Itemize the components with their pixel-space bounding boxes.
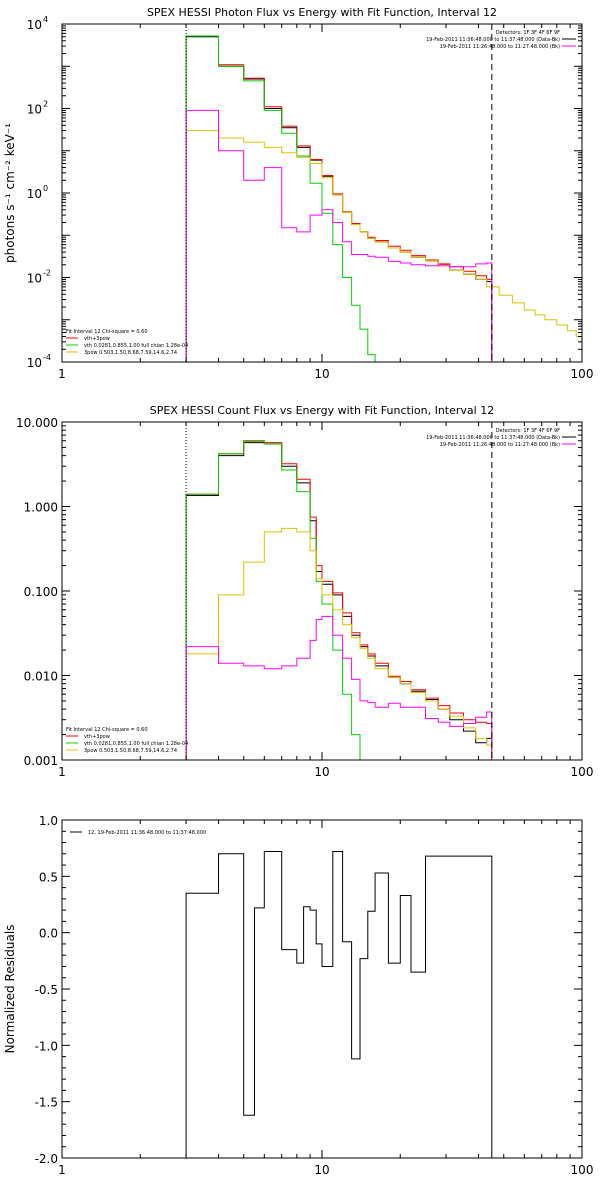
y-tick-label: 0.100 xyxy=(24,585,58,599)
series-line-5 xyxy=(185,615,493,760)
y-axis-label: photons s⁻¹ cm⁻² keV⁻¹ xyxy=(3,123,17,263)
x-tick-label: 1 xyxy=(58,765,66,779)
series-line-1 xyxy=(185,851,493,1158)
legend-entry: 3pow 0.503,1.50,8.68,7.59,14.6,2.74 xyxy=(84,748,177,754)
legend-entry: 19-Feb-2011 11:36:48.000 to 11:37:48.000… xyxy=(426,435,560,441)
x-tick-label: 100 xyxy=(571,367,594,381)
y-tick-exponent: 0 xyxy=(43,184,48,193)
series-line-3 xyxy=(185,35,376,362)
y-tick-label: -0.5 xyxy=(35,983,58,997)
legend-entry: 19-Feb-2011 11:26:48.000 to 11:27:48.000… xyxy=(440,442,560,448)
x-tick-label: 1 xyxy=(58,1163,66,1177)
legend-entry: vth 0.0281,0.855,1.00 full chian 1.28e-0… xyxy=(84,741,188,747)
series-line-2 xyxy=(185,440,493,760)
x-tick-label: 100 xyxy=(571,1163,594,1177)
y-tick-exponent: -2 xyxy=(43,269,51,278)
y-tick-label: 1.000 xyxy=(24,501,58,515)
y-tick-label: 10 xyxy=(27,187,42,201)
chart-title: SPEX HESSI Count Flux vs Energy with Fit… xyxy=(150,404,494,417)
series-line-2 xyxy=(185,35,493,362)
chart-panel-2: SPEX HESSI Count Flux vs Energy with Fit… xyxy=(16,404,594,779)
series-group xyxy=(185,440,493,760)
legend-entry: 3pow 0.503,1.50,8.68,7.59,14.6,2.74 xyxy=(84,350,177,356)
y-tick-label: 0.010 xyxy=(24,670,58,684)
y-tick-exponent: -4 xyxy=(43,353,51,362)
y-tick-label: -1.5 xyxy=(35,1096,58,1110)
legend-entry: Fit Interval 12 Chi-square = 0.60 xyxy=(66,329,148,335)
x-tick-label: 10 xyxy=(314,765,329,779)
chart-title: SPEX HESSI Photon Flux vs Energy with Fi… xyxy=(147,6,497,19)
y-tick-label: -1.0 xyxy=(35,1039,58,1053)
y-tick-label: 10.000 xyxy=(16,416,58,430)
y-tick-label: 10 xyxy=(27,356,42,370)
series-line-3 xyxy=(185,440,361,760)
series-line-4 xyxy=(185,130,582,362)
series-line-1 xyxy=(185,36,493,362)
series-group xyxy=(185,35,582,362)
chart-panel-1: SPEX HESSI Photon Flux vs Energy with Fi… xyxy=(3,6,594,381)
series-line-5 xyxy=(185,109,493,362)
y-tick-label: 10 xyxy=(27,272,42,286)
series-group xyxy=(185,851,493,1158)
y-tick-label: 1.0 xyxy=(39,814,58,828)
y-tick-label: 0.0 xyxy=(39,927,58,941)
plot-frame xyxy=(61,819,583,1159)
legend-entry: Detectors: 1F 3F 4F 6F 9F xyxy=(496,428,560,434)
chart-panel-3: Normalized Residuals 1 10 100 -2.0 -1.5 -1.0 -0… xyxy=(3,814,594,1177)
series-line-4 xyxy=(185,527,493,760)
y-tick-label: 0.5 xyxy=(39,870,58,884)
y-tick-label: -2.0 xyxy=(35,1152,58,1166)
legend-entry: Fit Interval 12 Chi-square = 0.60 xyxy=(66,727,148,733)
legend-entry: 19-Feb-2011 11:36:48.000 to 11:37:48.000… xyxy=(426,37,560,43)
legend-entry: 19-Feb-2011 11:26:48.000 to 11:27:48.000… xyxy=(440,44,560,50)
y-axis-label: Normalized Residuals xyxy=(3,925,17,1054)
legend-entry: vth+3pow xyxy=(84,336,110,342)
x-tick-label: 10 xyxy=(314,1163,329,1177)
legend-entry: 12, 19-Feb-2011 11:36:48.000 to 11:37:48… xyxy=(88,830,206,836)
x-tick-label: 10 xyxy=(314,367,329,381)
y-tick-label: 0.001 xyxy=(24,754,58,768)
x-tick-label: 100 xyxy=(571,765,594,779)
legend-entry: vth 0.0281,0.855,1.00 full chian 1.28e-0… xyxy=(84,343,188,349)
series-line-1 xyxy=(185,442,493,760)
y-tick-exponent: 2 xyxy=(43,100,48,109)
legend-entry: vth+3pow xyxy=(84,734,110,740)
legend-entry: Detectors: 1F 3F 4F 6F 9F xyxy=(496,30,560,36)
y-tick-exponent: 4 xyxy=(43,15,48,24)
y-tick-label: 10 xyxy=(27,103,42,117)
y-tick-label: 10 xyxy=(27,18,42,32)
x-tick-label: 1 xyxy=(58,367,66,381)
